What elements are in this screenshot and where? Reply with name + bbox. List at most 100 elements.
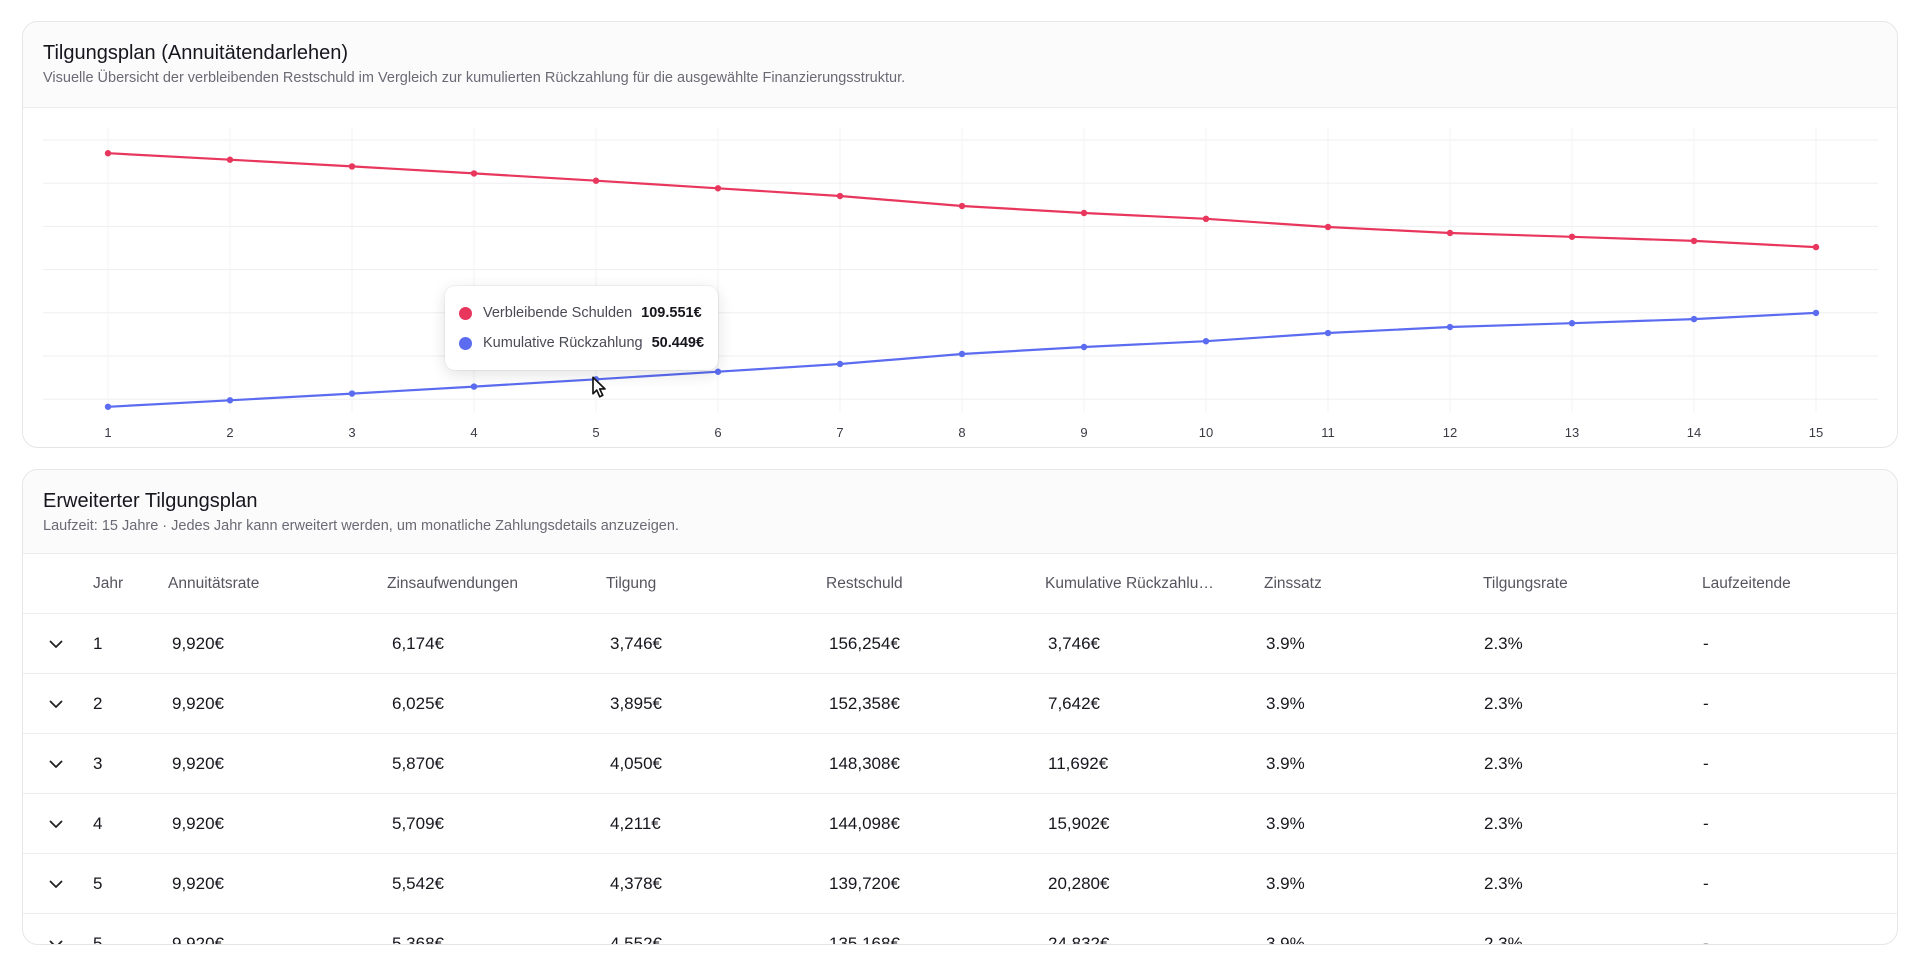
cell-interest-rate: 3.9% [1266,634,1305,653]
data-point[interactable] [1568,233,1576,240]
data-point[interactable] [1446,229,1454,237]
line-chart[interactable]: 1 2 3 4 5 6 7 8 9 10 11 12 13 14 15 [23,108,1898,448]
chart-series [104,150,1820,410]
cell-repayment: 4,050€ [610,754,662,773]
data-point[interactable] [470,383,478,390]
data-point[interactable] [226,397,234,404]
cell-annuity: 9,920€ [172,814,224,833]
cell-remaining-debt: 135,168€ [829,934,900,945]
cell-year: 5 [93,934,103,945]
x-tick-label: 12 [1443,425,1457,440]
data-point[interactable] [592,177,600,184]
cell-cumulative-repayment: 24,832€ [1048,934,1110,945]
chevron-down-icon[interactable] [48,816,64,832]
cell-term-end: - [1703,754,1709,773]
data-point[interactable] [1446,323,1454,331]
column-header-term-end[interactable]: Laufzeitende [1702,575,1791,592]
data-point[interactable] [1690,237,1698,245]
data-point[interactable] [1812,309,1820,317]
cell-interest-rate: 3.9% [1266,814,1305,833]
cell-repayment-rate: 2.3% [1484,694,1523,713]
data-point[interactable] [348,390,356,397]
x-tick-label: 6 [714,425,721,440]
cell-repayment: 4,211€ [610,814,661,833]
data-point[interactable] [1202,337,1210,345]
x-tick-label: 14 [1687,425,1701,440]
amortization-chart-card: Tilgungsplan (Annuitätendarlehen) Visuel… [22,21,1898,448]
cell-remaining-debt: 152,358€ [829,694,900,713]
column-header-interest[interactable]: Zinsaufwendungen [387,575,518,592]
column-header-repayment[interactable]: Tilgung [606,575,657,592]
cell-annuity: 9,920€ [172,634,224,653]
table-row[interactable]: 1 9,920€ 6,174€ 3,746€ 156,254€ 3,746€ 3.9% 2.3… [23,614,1897,674]
data-point[interactable] [104,403,112,410]
data-point[interactable] [470,170,478,177]
cell-cumulative-repayment: 7,642€ [1048,694,1100,713]
column-header-year[interactable]: Jahr [93,575,124,592]
data-point[interactable] [836,360,844,368]
x-tick-label: 2 [226,425,233,440]
chart-grid [43,128,1878,413]
column-header-annuity[interactable]: Annuitätsrate [168,575,260,592]
cell-interest-rate: 3.9% [1266,694,1305,713]
data-point[interactable] [714,185,722,192]
column-header-interest-rate[interactable]: Zinssatz [1264,575,1322,592]
data-point[interactable] [1690,315,1698,323]
data-point[interactable] [104,150,112,157]
cell-interest: 5,542€ [392,874,444,893]
table-row[interactable]: 4 9,920€ 5,709€ 4,211€ 144,098€ 15,902€ 3.9% 2.… [23,794,1897,854]
cell-interest-rate: 3.9% [1266,754,1305,773]
data-point[interactable] [226,156,234,163]
column-header-cumulative-repayment[interactable]: Kumulative Rückzahlu… [1045,575,1214,592]
cell-repayment-rate: 2.3% [1484,874,1523,893]
data-point[interactable] [348,163,356,170]
cell-remaining-debt: 139,720€ [829,874,900,893]
x-tick-label: 9 [1080,425,1087,440]
cell-remaining-debt: 156,254€ [829,634,900,653]
data-point[interactable] [714,368,722,375]
table-card-header: Erweiterter Tilgungsplan Laufzeit: 15 Ja… [23,470,1897,554]
tooltip-dot-cumulative-repayment [459,336,472,350]
data-point[interactable] [1812,243,1820,251]
data-point[interactable] [958,202,966,210]
chevron-down-icon[interactable] [48,696,64,712]
tooltip-row-cumulative-repayment: Kumulative Rückzahlung 50.449€ [459,328,704,358]
cell-interest: 6,174€ [392,634,444,653]
data-point[interactable] [1568,320,1576,327]
data-point[interactable] [958,350,966,358]
cell-term-end: - [1703,694,1709,713]
table-row[interactable]: 2 9,920€ 6,025€ 3,895€ 152,358€ 7,642€ 3.9% 2.3… [23,674,1897,734]
cell-repayment-rate: 2.3% [1484,814,1523,833]
cell-cumulative-repayment: 11,692€ [1048,754,1109,773]
cell-term-end: - [1703,874,1709,893]
cell-annuity: 9,920€ [172,694,224,713]
data-point[interactable] [1080,209,1088,217]
chevron-down-icon[interactable] [48,936,64,945]
column-header-remaining-debt[interactable]: Restschuld [826,575,903,592]
table-row[interactable]: 3 9,920€ 5,870€ 4,050€ 148,308€ 11,692€ 3.9% 2.… [23,734,1897,794]
chevron-down-icon[interactable] [48,756,64,772]
data-point[interactable] [1324,223,1332,231]
cell-repayment: 4,378€ [610,874,662,893]
cell-interest: 5,368€ [392,934,444,945]
data-point[interactable] [836,192,844,200]
cell-term-end: - [1703,634,1709,653]
data-point[interactable] [1202,215,1210,223]
x-tick-label: 13 [1565,425,1579,440]
column-header-repayment-rate[interactable]: Tilgungsrate [1483,575,1568,592]
table-header-row: Jahr Annuitätsrate Zinsaufwendungen Tilg… [23,554,1897,614]
x-tick-label: 8 [958,425,965,440]
cell-cumulative-repayment: 15,902€ [1048,814,1110,833]
x-tick-label: 5 [592,425,599,440]
cell-year: 2 [93,694,103,713]
data-point[interactable] [1080,343,1088,351]
chevron-down-icon[interactable] [48,876,64,892]
chevron-down-icon[interactable] [48,636,64,652]
cell-term-end: - [1703,934,1709,945]
table-subtitle: Laufzeit: 15 Jahre · Jedes Jahr kann erw… [43,518,679,534]
data-point[interactable] [1324,329,1332,337]
table-row[interactable]: 5 9,920€ 5,368€ 4,552€ 135,168€ 24,832€ 3.9% 2.… [23,914,1897,945]
table-row[interactable]: 5 9,920€ 5,542€ 4,378€ 139,720€ 20,280€ 3.9% 2.… [23,854,1897,914]
cell-interest: 5,709€ [392,814,444,833]
x-axis-ticks: 1 2 3 4 5 6 7 8 9 10 11 12 13 14 15 [104,425,1823,440]
